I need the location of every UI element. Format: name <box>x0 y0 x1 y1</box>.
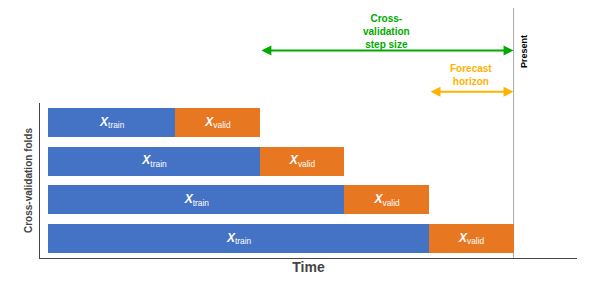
svg-text:Forecasthorizon: Forecasthorizon <box>450 63 492 87</box>
svg-text:X​train​: X​train​ <box>184 192 210 208</box>
svg-text:Cross-validation folds: Cross-validation folds <box>23 128 34 233</box>
svg-text:X​valid​: X​valid​ <box>458 231 485 247</box>
svg-text:Present: Present <box>519 35 529 68</box>
svg-text:Time: Time <box>292 259 325 275</box>
svg-text:X​train​: X​train​ <box>99 115 125 131</box>
svg-text:Cross-validationstep size: Cross-validationstep size <box>363 13 410 50</box>
svg-text:X​train​: X​train​ <box>226 231 252 247</box>
svg-text:X​valid​: X​valid​ <box>289 153 316 169</box>
svg-text:X​valid​: X​valid​ <box>373 192 400 208</box>
svg-text:X​valid​: X​valid​ <box>204 115 231 131</box>
svg-text:X​train​: X​train​ <box>141 153 167 169</box>
